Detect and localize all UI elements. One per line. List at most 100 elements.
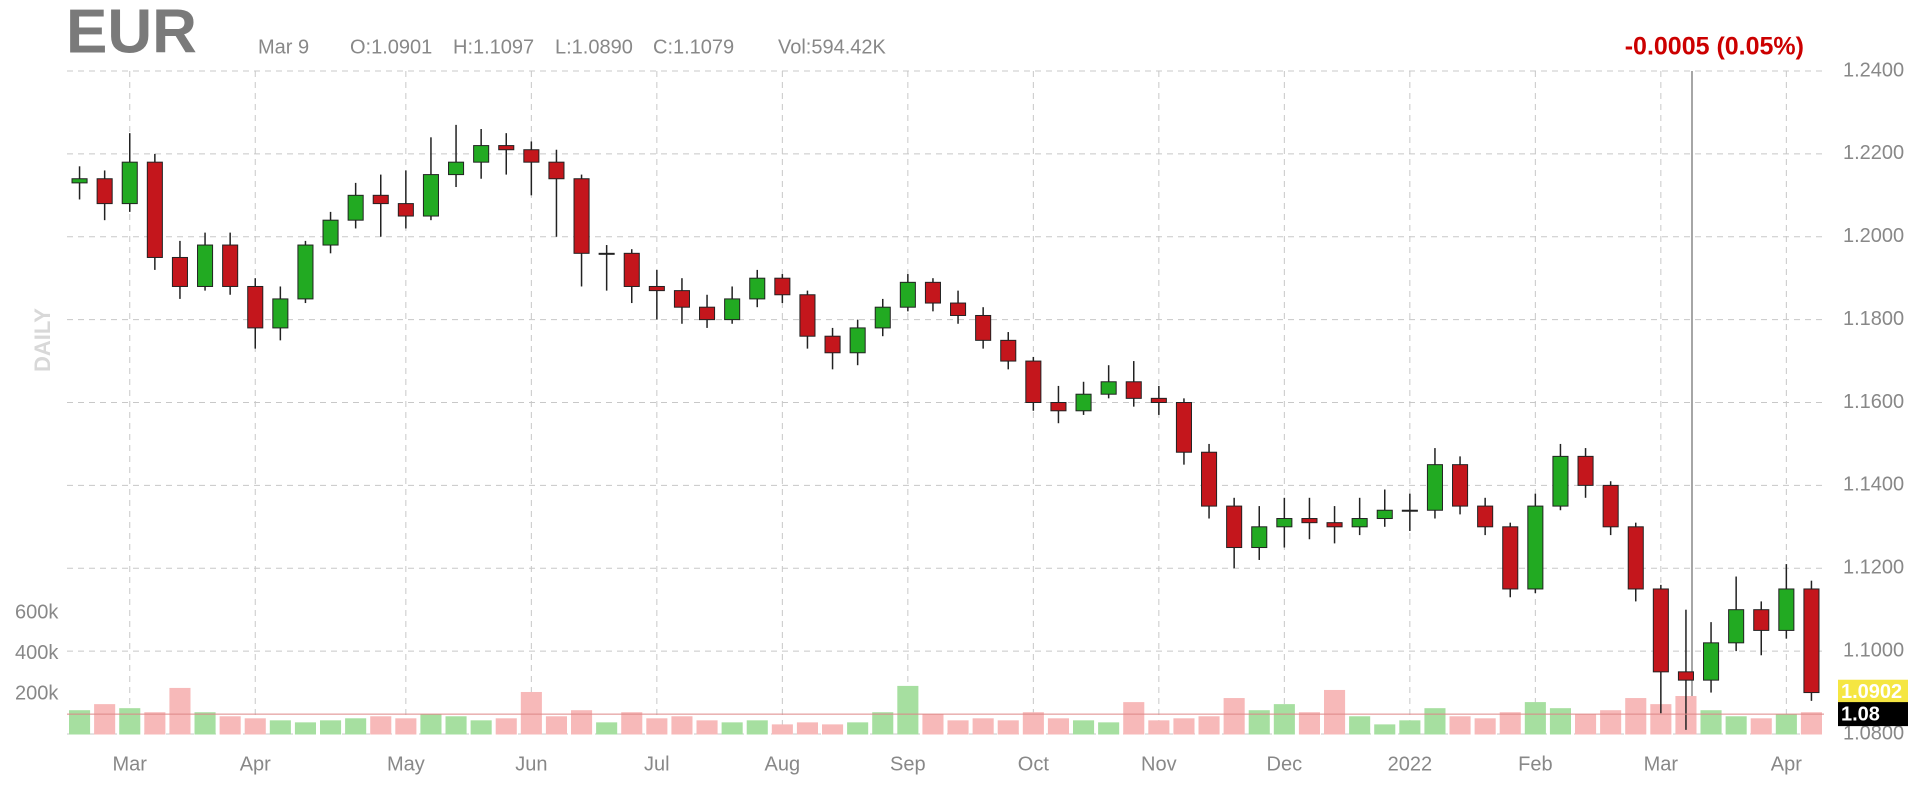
y-tick-label: 1.2000 — [1843, 225, 1904, 247]
volume-bar — [596, 722, 618, 735]
candle-body — [1351, 518, 1368, 528]
candle-body — [1477, 505, 1494, 528]
candle-body — [1050, 402, 1067, 412]
volume-bar — [1700, 710, 1722, 735]
y-tick-label: 1.0800 — [1843, 722, 1904, 744]
volume-bar — [646, 718, 668, 735]
volume-bar — [94, 704, 116, 735]
candle-body — [1025, 360, 1042, 403]
volume-bar — [1073, 720, 1095, 735]
volume-bar — [1349, 716, 1371, 735]
volume-bar — [897, 685, 919, 735]
y-tick-label: 1.2200 — [1843, 142, 1904, 164]
volume-bar — [771, 724, 793, 735]
x-tick-label: Apr — [240, 753, 271, 775]
candle-body — [724, 298, 741, 321]
candle-body — [523, 149, 540, 163]
volume-bar — [445, 716, 467, 735]
candle-body — [623, 252, 640, 287]
y-tick-label: 1.1000 — [1843, 639, 1904, 661]
candle-body — [874, 306, 891, 329]
volume-bar — [1374, 724, 1396, 735]
volume-bar — [169, 687, 191, 735]
candle-body — [448, 161, 465, 176]
x-tick-label: Jul — [644, 753, 670, 775]
volume-bar — [1248, 710, 1270, 735]
volume-bar — [1173, 718, 1195, 735]
x-tick-label: Aug — [765, 753, 801, 775]
header-date: Mar 9 — [258, 36, 309, 58]
volume-bar — [1223, 698, 1245, 735]
candle-body — [146, 161, 163, 258]
candle-body — [422, 174, 439, 217]
candle-body — [899, 281, 916, 308]
candle-body — [1301, 518, 1318, 524]
candle-body — [297, 244, 314, 300]
volume-bar — [1123, 702, 1145, 735]
candle-body — [1125, 381, 1142, 399]
candle-body — [1326, 522, 1343, 528]
volume-tick-label: 600k — [15, 601, 59, 623]
candle-body — [1703, 642, 1720, 681]
candle-body — [1452, 464, 1469, 507]
x-tick-label: Jun — [515, 753, 547, 775]
volume-bar — [947, 720, 969, 735]
x-tick-label: Feb — [1518, 753, 1552, 775]
side-label: DAILY — [30, 308, 55, 372]
volume-bar — [1775, 714, 1797, 735]
volume-bar — [1499, 712, 1521, 735]
volume-bar — [269, 720, 291, 735]
volume-bar — [194, 712, 216, 735]
volume-bar — [1800, 712, 1822, 735]
candle-body — [1276, 518, 1293, 528]
volume-bar — [69, 710, 91, 735]
volume-bar — [822, 724, 844, 735]
volume-bar — [1098, 722, 1120, 735]
volume-bar — [1047, 718, 1069, 735]
candle-body — [1000, 339, 1017, 362]
candle-body — [1677, 671, 1694, 681]
volume-bar — [746, 720, 768, 735]
price-label: 1.0902 — [1841, 681, 1902, 703]
header-low: L:1.0890 — [555, 36, 633, 58]
candle-body — [1627, 526, 1644, 590]
candle-body — [372, 194, 389, 205]
candle-body — [1803, 588, 1820, 694]
volume-bar — [721, 722, 743, 735]
volume-bar — [495, 718, 517, 735]
candle-body — [799, 294, 816, 337]
x-tick-label: Mar — [1644, 753, 1679, 775]
volume-bar — [847, 722, 869, 735]
volume-bar — [119, 708, 141, 735]
candle-body — [222, 244, 239, 287]
volume-bar — [1449, 716, 1471, 735]
volume-bar — [1424, 708, 1446, 735]
volume-bar — [520, 691, 542, 735]
candle-body — [322, 219, 339, 246]
candle-body — [498, 145, 515, 151]
volume-bar — [872, 712, 894, 735]
candle-body — [1602, 484, 1619, 528]
volume-bar — [1298, 712, 1320, 735]
candle-body — [272, 298, 289, 329]
volume-bar — [1198, 716, 1220, 735]
candle-body — [1527, 505, 1544, 590]
candle-body — [247, 285, 264, 329]
volume-tick-label: 200k — [15, 682, 59, 704]
volume-bar — [395, 718, 417, 735]
header-close: C:1.1079 — [653, 36, 734, 58]
volume-bar — [1399, 720, 1421, 735]
candle-body — [1426, 464, 1443, 511]
price-label-box — [1838, 702, 1908, 727]
x-tick-label: 2022 — [1388, 753, 1433, 775]
candle-body — [1175, 402, 1192, 453]
volume-bar — [1650, 704, 1672, 735]
volume-bar — [470, 720, 492, 735]
volume-bar — [1625, 698, 1647, 735]
candle-body — [347, 194, 364, 221]
candle-body — [975, 314, 992, 341]
volume-bar — [244, 718, 266, 735]
y-tick-label: 1.1800 — [1843, 308, 1904, 330]
candle-body — [1150, 397, 1167, 404]
candle-body — [1401, 509, 1418, 512]
